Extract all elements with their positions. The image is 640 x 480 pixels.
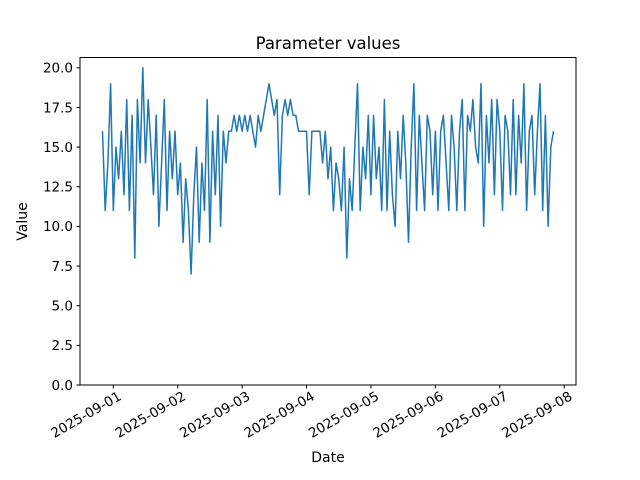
y-tick-label: 0.0 [52,378,73,394]
plot-area: 0.0 2.5 5.0 7.5 10.0 12.5 15.0 17.5 20.0 2025-09-… [43,57,577,442]
x-tick-label: 2025-09-08 [499,389,575,442]
y-tick-label: 10.0 [43,219,73,235]
x-tick-label: 2025-09-06 [370,389,446,442]
x-tick-label: 2025-09-04 [242,389,318,442]
x-tick-label: 2025-09-07 [435,389,511,442]
y-tick-label: 12.5 [43,180,73,196]
data-series-line [101,67,555,275]
y-tick-label: 2.5 [52,338,73,354]
x-tick-label: 2025-09-03 [177,389,253,442]
x-tick-label: 2025-09-05 [306,389,382,442]
x-axis-label: Date [311,450,344,466]
y-tick-label: 7.5 [52,259,73,275]
y-tick-label: 20.0 [43,61,73,77]
x-tick-label: 2025-09-02 [113,389,189,442]
y-tick-label: 15.0 [43,140,73,156]
y-tick-label: 5.0 [52,299,73,315]
y-axis-label: Value [15,202,31,240]
axes-spines [79,57,577,386]
y-tick-label: 17.5 [43,100,73,116]
chart-title: Parameter values [256,34,401,53]
x-tick-label: 2025-09-01 [48,389,124,442]
